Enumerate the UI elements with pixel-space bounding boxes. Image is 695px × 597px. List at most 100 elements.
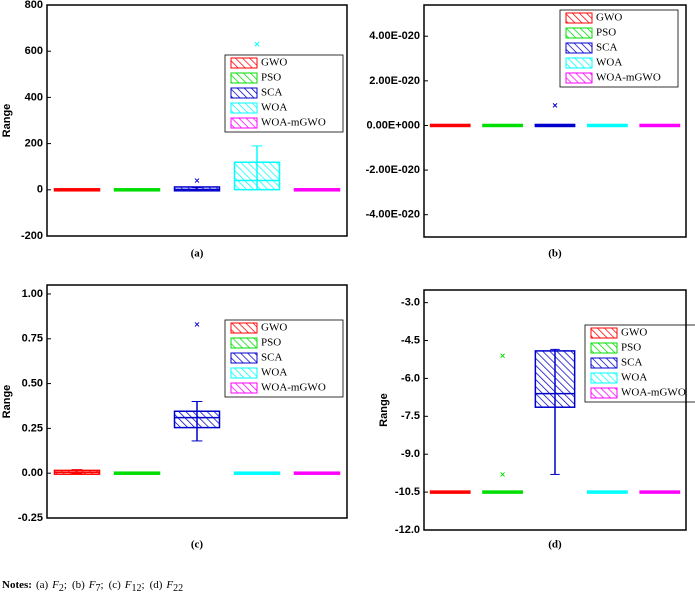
y-tick-label: -6.0: [401, 372, 420, 384]
y-tick-label: -200: [21, 230, 43, 242]
plot-frame: [46, 4, 348, 237]
y-tick-label: 0: [37, 184, 43, 196]
legend-swatch: [230, 87, 258, 99]
plot-frame: [423, 289, 687, 531]
legend-swatch: [230, 337, 258, 349]
box: [173, 410, 221, 429]
outlier: [194, 178, 200, 183]
panel-label: (b): [548, 248, 562, 260]
y-tick-label: 0.25: [22, 422, 43, 434]
legend-swatch: [590, 387, 618, 399]
box: [233, 161, 281, 191]
y-tick-label: 2.00E-020: [369, 75, 420, 87]
note-f: F: [51, 579, 59, 591]
panel-label: (a): [191, 248, 204, 260]
legend-label: GWO: [621, 327, 647, 339]
note-f: F: [165, 579, 173, 591]
note-tag: (d): [150, 579, 163, 591]
note-sub: 12: [132, 583, 142, 594]
legend-label: WOA: [621, 372, 647, 384]
legend-label: WOA-mGWO: [261, 117, 326, 129]
y-tick-label: -2.00E-020: [366, 164, 420, 176]
plot-frame: [46, 284, 348, 519]
panel-label: (d): [548, 539, 562, 551]
legend-swatch: [590, 342, 618, 354]
note-sub: 22: [173, 583, 183, 594]
legend-swatch: [565, 27, 593, 39]
legend-swatch: [565, 42, 593, 54]
legend-frame: [224, 319, 344, 398]
y-tick-label: -4.5: [401, 334, 420, 346]
y-axis-label: Range: [1, 104, 13, 138]
y-tick-label: -4.00E-020: [366, 209, 420, 221]
legend-label: PSO: [261, 72, 281, 84]
note-separator: ;: [64, 579, 67, 591]
y-tick-label: 800: [25, 0, 43, 11]
legend-swatch: [230, 117, 258, 129]
legend-swatch: [565, 12, 593, 24]
legend-frame: [559, 9, 679, 88]
note-tag: (a): [36, 579, 49, 591]
y-tick-label: -9.0: [401, 448, 420, 460]
y-tick-label: 0.00E+000: [366, 119, 420, 131]
y-tick-label: 600: [25, 45, 43, 57]
legend-swatch: [230, 72, 258, 84]
note-tag: (c): [109, 579, 122, 591]
legend-label: GWO: [596, 12, 622, 24]
legend-label: SCA: [596, 42, 617, 54]
legend-label: WOA-mGWO: [261, 382, 326, 394]
legend-swatch: [230, 352, 258, 364]
y-tick-label: 4.00E-020: [369, 30, 420, 42]
outlier: [194, 322, 200, 327]
outlier: [500, 353, 505, 359]
legend-frame: [584, 324, 695, 403]
outlier: [500, 472, 505, 477]
legend-label: WOA: [261, 367, 287, 379]
y-tick-label: 200: [25, 138, 43, 150]
outlier: [254, 41, 260, 47]
legend-label: SCA: [261, 87, 282, 99]
legend-swatch: [230, 382, 258, 394]
legend-label: WOA-mGWO: [621, 387, 686, 399]
notes: Notes: (a) F2; (b) F7; (c) F12; (d) F22: [2, 579, 183, 595]
legend-swatch: [590, 327, 618, 339]
y-tick-label: 1.00: [22, 288, 43, 300]
outlier: [552, 103, 558, 108]
legend-swatch: [565, 72, 593, 84]
y-tick-label: -7.5: [401, 410, 420, 422]
box: [534, 350, 576, 408]
y-tick-label: -10.5: [395, 486, 420, 498]
y-tick-label: 0.50: [22, 377, 43, 389]
y-tick-label: -12.0: [395, 524, 420, 536]
legend-frame: [224, 54, 344, 133]
legend-label: PSO: [261, 337, 281, 349]
plot-frame: [423, 4, 687, 238]
y-tick-label: 0.00: [22, 467, 43, 479]
y-tick-label: 0.75: [22, 333, 43, 345]
legend-label: PSO: [621, 342, 641, 354]
y-axis-label: Range: [1, 385, 13, 419]
legend-swatch: [230, 322, 258, 334]
legend-label: PSO: [596, 27, 616, 39]
legend-swatch: [230, 102, 258, 114]
y-tick-label: -3.0: [401, 297, 420, 309]
legend-label: WOA-mGWO: [596, 72, 661, 84]
legend-label: WOA: [596, 57, 622, 69]
note-separator: ;: [101, 579, 104, 591]
notes-label: Notes:: [2, 579, 32, 591]
y-tick-label: 400: [25, 91, 43, 103]
legend-label: WOA: [261, 102, 287, 114]
y-tick-label: -0.25: [18, 512, 43, 524]
legend-label: GWO: [261, 322, 287, 334]
note-sub: 2: [59, 583, 64, 594]
legend-swatch: [230, 367, 258, 379]
note-tag: (b): [72, 579, 85, 591]
legend-label: SCA: [261, 352, 282, 364]
legend-label: GWO: [261, 57, 287, 69]
y-axis-label: Range: [378, 393, 390, 427]
note-sub: 7: [96, 583, 101, 594]
panel-label: (c): [191, 539, 204, 551]
legend-swatch: [565, 57, 593, 69]
legend-swatch: [230, 57, 258, 69]
